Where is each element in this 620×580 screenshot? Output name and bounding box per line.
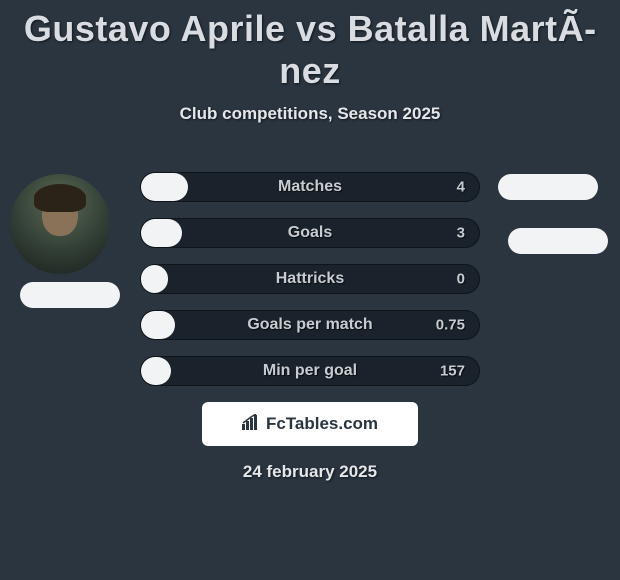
stat-bar-label: Matches xyxy=(141,178,479,196)
stat-bar-value: 157 xyxy=(440,363,465,380)
stat-bar-fill xyxy=(141,311,175,339)
stat-bar-fill xyxy=(141,357,171,385)
player-right-pill-2 xyxy=(508,228,608,254)
stat-bars: Matches 4 Goals 3 Hattricks 0 Goals per … xyxy=(140,154,480,386)
stat-bar-value: 0 xyxy=(457,271,465,288)
player-left-avatar xyxy=(10,174,110,274)
stat-bar: Hattricks 0 xyxy=(140,264,480,294)
player-right-pill-1 xyxy=(498,174,598,200)
stat-bar-fill xyxy=(141,219,182,247)
stat-bar-value: 0.75 xyxy=(436,317,465,334)
stat-bar-value: 4 xyxy=(457,179,465,196)
source-logo-text: FcTables.com xyxy=(266,414,378,434)
player-left-name-pill xyxy=(20,282,120,308)
comparison-panel: Matches 4 Goals 3 Hattricks 0 Goals per … xyxy=(0,154,620,482)
stat-bar: Matches 4 xyxy=(140,172,480,202)
stat-bar: Goals per match 0.75 xyxy=(140,310,480,340)
stat-bar-fill xyxy=(141,265,168,293)
stat-bar-label: Hattricks xyxy=(141,270,479,288)
stat-bar-label: Min per goal xyxy=(141,362,479,380)
stat-bar-label: Goals xyxy=(141,224,479,242)
stat-bar: Goals 3 xyxy=(140,218,480,248)
stat-bar-fill xyxy=(141,173,188,201)
source-logo: FcTables.com xyxy=(202,402,418,446)
stat-bar: Min per goal 157 xyxy=(140,356,480,386)
chart-icon xyxy=(242,414,260,435)
stat-bar-label: Goals per match xyxy=(141,316,479,334)
stat-bar-value: 3 xyxy=(457,225,465,242)
snapshot-date: 24 february 2025 xyxy=(0,462,620,482)
page-title: Gustavo Aprile vs Batalla MartÃ­nez xyxy=(0,0,620,92)
subtitle: Club competitions, Season 2025 xyxy=(0,104,620,124)
